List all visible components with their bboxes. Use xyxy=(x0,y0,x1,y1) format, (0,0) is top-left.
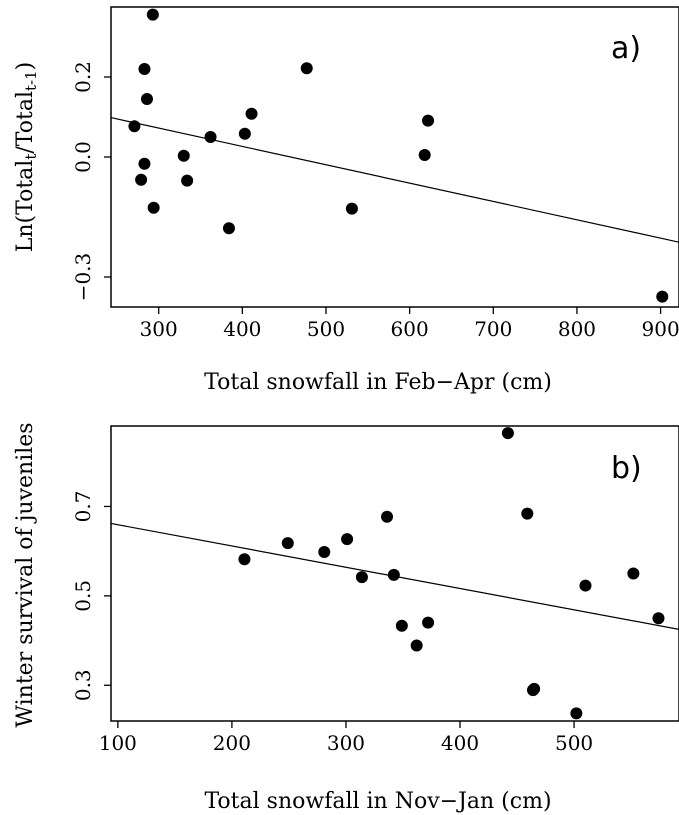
y-axis-label-a: Ln(Totalt/Totalt-1) xyxy=(13,62,40,252)
data-point-b-7 xyxy=(395,619,408,632)
x-tick-label-b-100: 100 xyxy=(99,731,137,755)
data-point-b-14 xyxy=(570,707,583,720)
panel-a: 300 400 500 600 700 800 900 −0.3 0.0 0.2 a) Tota… xyxy=(13,6,679,395)
fit-line-a xyxy=(110,117,679,243)
data-point-a-12 xyxy=(245,107,258,120)
data-point-b-0 xyxy=(238,553,251,566)
points-a xyxy=(128,8,669,303)
data-point-b-17 xyxy=(652,612,665,625)
data-point-a-3 xyxy=(140,93,153,105)
x-tick-label-a-700: 700 xyxy=(474,317,512,341)
data-point-a-13 xyxy=(300,62,313,75)
x-tick-label-b-200: 200 xyxy=(213,731,251,755)
data-point-a-4 xyxy=(138,157,151,170)
x-tick-label-a-600: 600 xyxy=(391,317,429,341)
data-point-a-2 xyxy=(138,63,151,75)
x-tick-label-a-800: 800 xyxy=(558,317,596,341)
x-tick-label-a-300: 300 xyxy=(140,317,178,341)
data-point-a-15 xyxy=(418,149,431,161)
y-axis-b: 0.3 0.5 0.7 xyxy=(71,491,111,701)
panel-b: 100 200 300 400 500 0.3 0.5 0.7 b) Total snowf… xyxy=(13,422,679,814)
x-axis-b: 100 200 300 400 500 xyxy=(99,721,593,755)
y-tick-label-a-2: 0.2 xyxy=(71,61,95,93)
y-tick-label-a-0: −0.3 xyxy=(71,253,95,302)
data-point-b-5 xyxy=(381,510,394,523)
y-tick-label-b-0: 0.3 xyxy=(71,669,95,701)
x-tick-label-a-500: 500 xyxy=(307,317,345,341)
data-point-a-0 xyxy=(128,120,141,133)
data-point-b-8 xyxy=(410,639,423,652)
data-point-a-16 xyxy=(422,114,435,127)
data-point-b-2 xyxy=(318,546,331,559)
points-b xyxy=(238,427,665,720)
data-point-a-5 xyxy=(135,173,148,186)
plot-frame-b xyxy=(110,425,679,722)
data-point-b-6 xyxy=(387,568,400,581)
y-axis-a: −0.3 0.0 0.2 xyxy=(71,61,111,301)
y-tick-label-b-2: 0.7 xyxy=(71,491,95,523)
x-tick-label-a-400: 400 xyxy=(223,317,261,341)
data-point-a-17 xyxy=(656,290,669,303)
data-point-a-9 xyxy=(204,131,217,143)
x-axis-label-a: Total snowfall in Feb−Apr (cm) xyxy=(204,370,552,395)
data-point-a-11 xyxy=(238,127,251,140)
y-tick-label-b-1: 0.5 xyxy=(71,580,95,612)
data-point-a-6 xyxy=(147,201,160,214)
data-point-b-9 xyxy=(422,616,435,629)
regression-line-a xyxy=(110,117,679,243)
data-point-a-14 xyxy=(345,202,358,215)
x-tick-label-b-400: 400 xyxy=(441,731,479,755)
panel-label-a: a) xyxy=(611,31,641,66)
data-point-b-11 xyxy=(521,507,534,520)
y-tick-label-a-1: 0.0 xyxy=(71,141,95,173)
data-point-b-3 xyxy=(341,533,354,546)
data-point-b-13 xyxy=(528,682,541,695)
data-point-a-1 xyxy=(146,8,159,21)
y-axis-label-b: Winter survival of juveniles xyxy=(13,422,38,727)
data-point-b-16 xyxy=(627,567,640,580)
x-axis-label-b: Total snowfall in Nov−Jan (cm) xyxy=(204,789,551,814)
x-tick-label-a-900: 900 xyxy=(642,317,679,341)
x-tick-label-b-500: 500 xyxy=(555,731,593,755)
data-point-b-1 xyxy=(281,537,294,550)
data-point-a-7 xyxy=(177,149,190,162)
data-point-a-10 xyxy=(222,222,235,235)
data-point-b-4 xyxy=(355,571,368,584)
plot-frame-a xyxy=(110,6,679,308)
x-tick-label-b-300: 300 xyxy=(327,731,365,755)
data-point-b-15 xyxy=(579,579,592,592)
data-point-b-10 xyxy=(501,427,514,440)
x-axis-a: 300 400 500 600 700 800 900 xyxy=(140,307,679,341)
panel-label-b: b) xyxy=(611,451,642,486)
data-point-a-8 xyxy=(181,174,194,187)
